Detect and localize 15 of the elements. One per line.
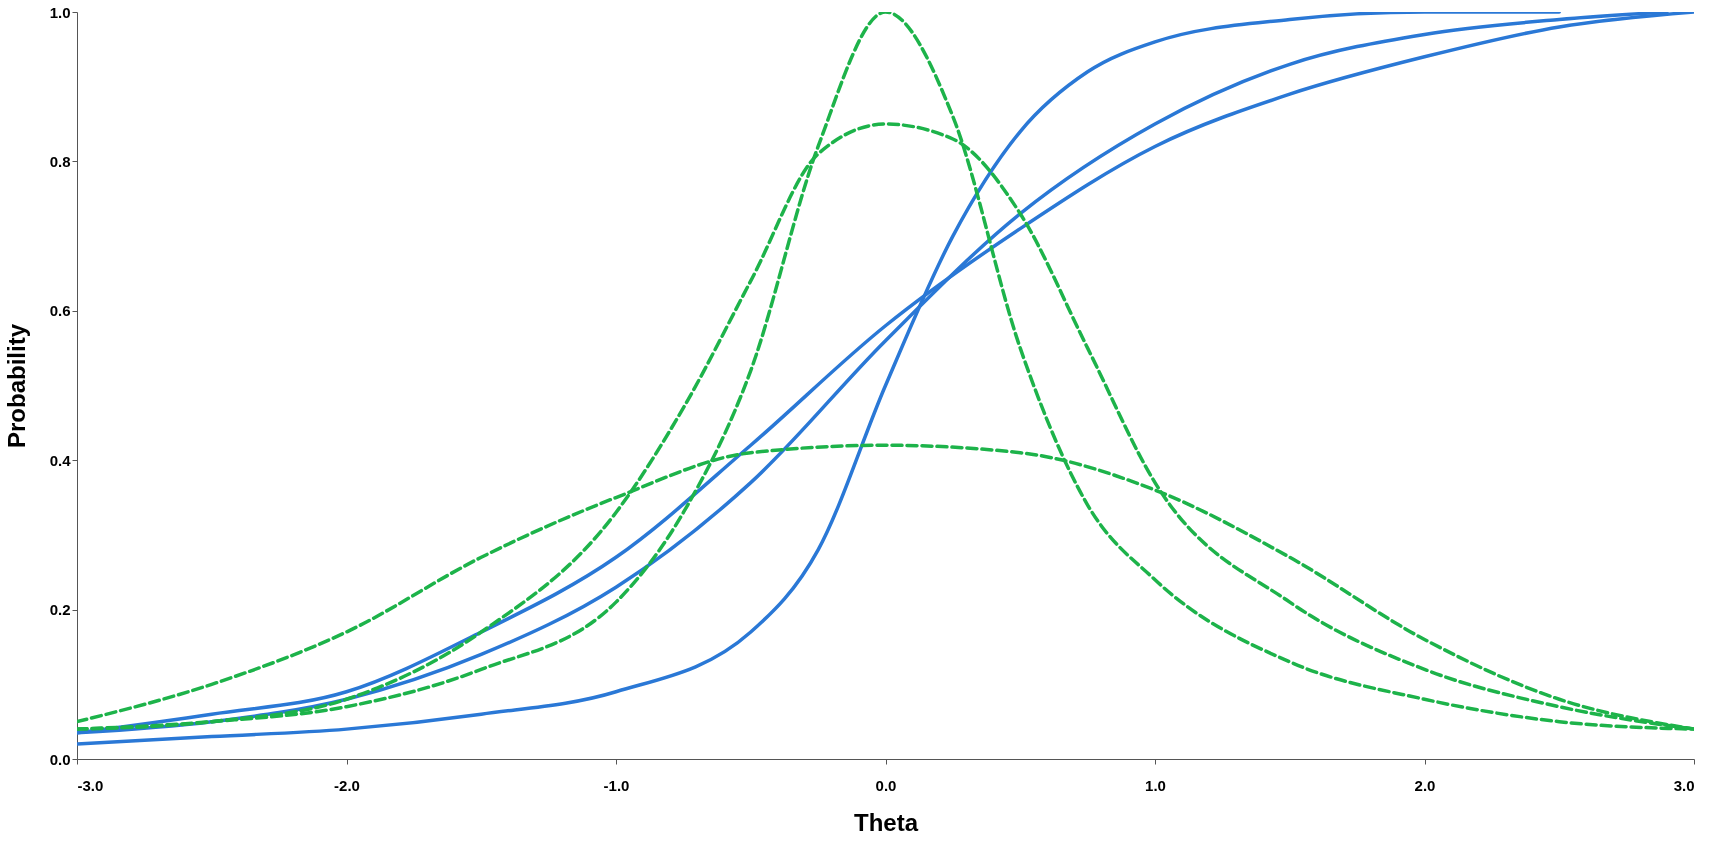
- x-tick-label: 3.0: [1673, 776, 1695, 794]
- y-tick-label: 0.6: [49, 302, 71, 320]
- x-tick-label: -3.0: [77, 776, 104, 794]
- y-tick-label: 0.8: [49, 152, 71, 170]
- y-tick-label: 1.0: [49, 3, 71, 21]
- x-tick-label: -2.0: [334, 776, 360, 794]
- y-tick-label: 0.0: [49, 750, 71, 768]
- y-tick-label: 0.2: [49, 601, 71, 619]
- x-tick-label: 2.0: [1414, 776, 1436, 794]
- x-tick-label: 1.0: [1145, 776, 1166, 794]
- y-axis-title: Probability: [2, 323, 30, 449]
- y-tick-label: 0.4: [49, 451, 72, 469]
- x-tick-label: 0.0: [875, 776, 897, 794]
- x-axis-title: Theta: [853, 808, 919, 836]
- x-tick-label: -1.0: [603, 776, 630, 794]
